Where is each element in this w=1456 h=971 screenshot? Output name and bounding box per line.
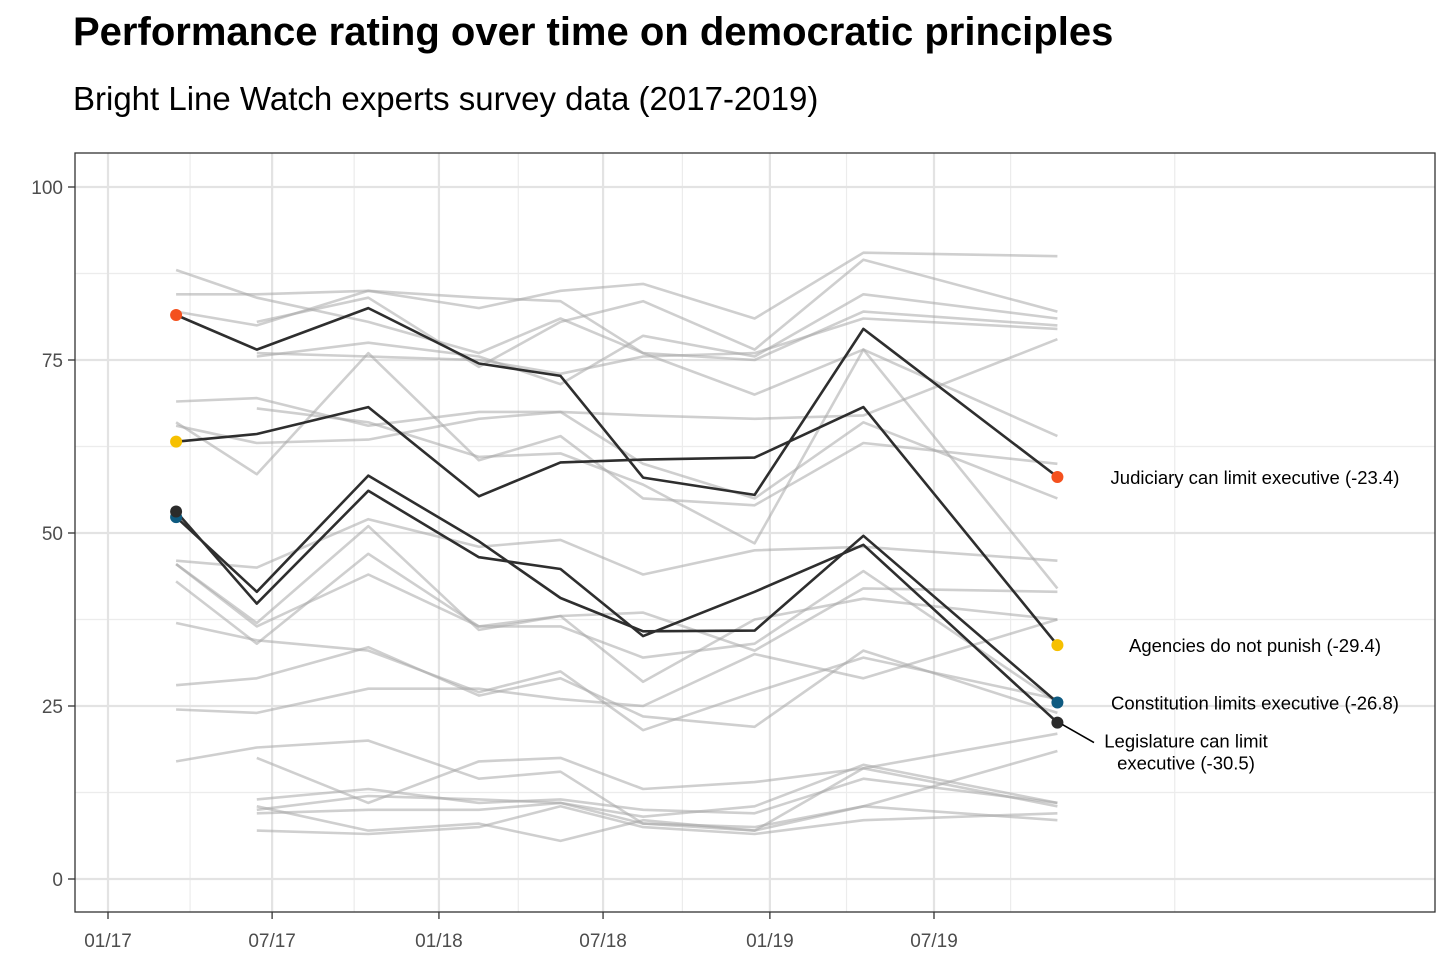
x-tick-label: 07/17 xyxy=(248,931,296,952)
series-labels-group: Judiciary can limit executive (-23.4) Age… xyxy=(1062,467,1399,774)
series-start-point xyxy=(170,435,183,448)
series-end-point xyxy=(1051,639,1064,652)
background-series-line xyxy=(256,348,1059,590)
x-tick-label: 01/18 xyxy=(415,931,463,952)
background-series-line xyxy=(256,805,1058,836)
x-axis: 01/17 07/17 01/18 07/18 01/19 07/19 xyxy=(84,912,958,952)
chart-title: Performance rating over time on democrat… xyxy=(73,10,1114,54)
highlighted-series-group xyxy=(175,306,1059,724)
x-tick-label: 07/18 xyxy=(579,931,627,952)
y-tick-label: 50 xyxy=(42,524,63,545)
background-series-line xyxy=(176,289,1058,362)
background-series-line xyxy=(175,552,1058,684)
series-start-point xyxy=(170,309,183,322)
series-end-label: Legislature can limit xyxy=(1104,731,1268,752)
highlighted-series-line xyxy=(175,489,1059,724)
highlighted-points-group xyxy=(170,309,1064,729)
highlighted-series-line xyxy=(175,405,1059,646)
series-end-point xyxy=(1051,716,1064,729)
series-end-label: Agencies do not punish (-29.4) xyxy=(1129,635,1381,656)
background-series-line xyxy=(256,293,1058,386)
series-end-point xyxy=(1051,470,1064,483)
y-tick-label: 25 xyxy=(42,697,63,718)
y-tick-label: 100 xyxy=(31,178,63,199)
y-axis: 0 25 50 75 100 xyxy=(31,178,75,891)
x-tick-label: 07/19 xyxy=(910,931,958,952)
background-series-line xyxy=(256,258,1058,369)
x-tick-label: 01/19 xyxy=(746,931,794,952)
background-series-line xyxy=(256,767,1058,843)
background-series-line xyxy=(175,351,1058,507)
series-end-label: Judiciary can limit executive (-23.4) xyxy=(1111,467,1400,488)
series-end-point xyxy=(1051,696,1064,709)
series-end-label: Constitution limits executive (-26.8) xyxy=(1111,693,1399,714)
highlighted-series-line xyxy=(175,474,1059,704)
background-series-line xyxy=(175,268,1058,438)
highlighted-series-line xyxy=(175,306,1059,497)
background-series-line xyxy=(176,618,1058,715)
y-tick-label: 75 xyxy=(42,351,63,372)
x-tick-label: 01/17 xyxy=(84,931,132,952)
chart-subtitle: Bright Line Watch experts survey data (2… xyxy=(73,80,819,117)
background-series-line xyxy=(175,410,1058,500)
series-end-label: executive (-30.5) xyxy=(1117,753,1255,774)
label-leader-line xyxy=(1062,723,1095,744)
series-start-point xyxy=(170,505,183,518)
background-series-line xyxy=(256,763,1058,818)
background-series-line xyxy=(175,645,1058,729)
background-series-line xyxy=(256,317,1058,376)
y-tick-label: 0 xyxy=(52,870,63,891)
background-series-line xyxy=(256,801,1058,829)
background-series-line xyxy=(175,563,1059,704)
background-series-line xyxy=(256,777,1058,815)
